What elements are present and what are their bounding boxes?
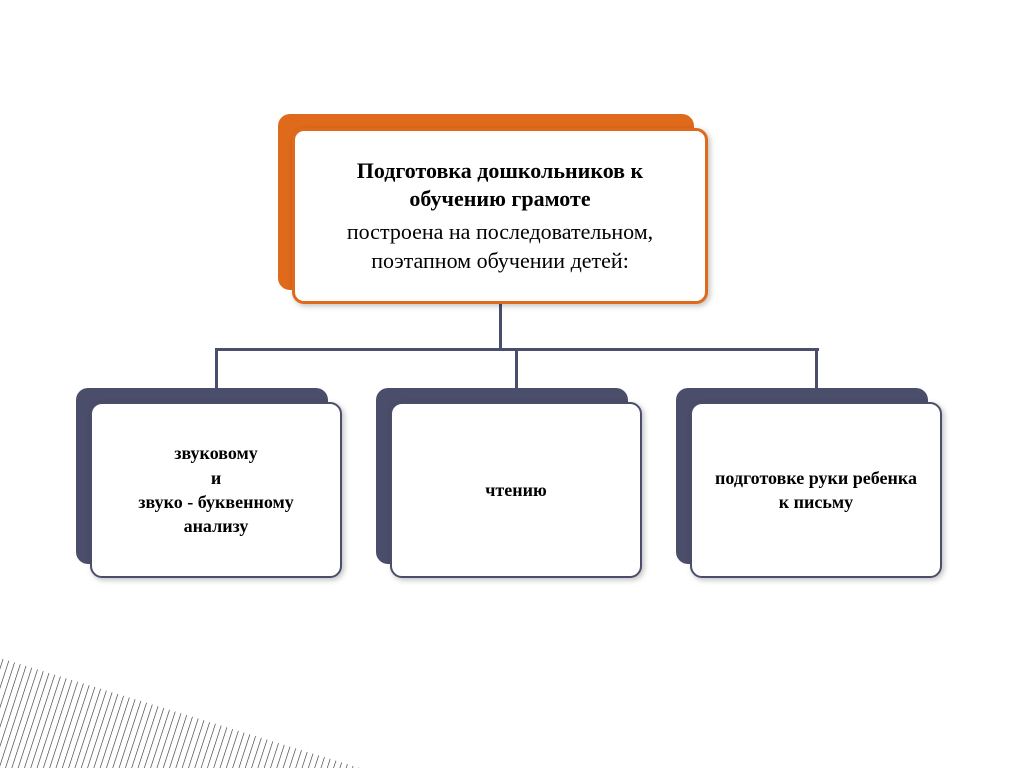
child-3-front: подготовке руки ребенка к письму (690, 402, 942, 578)
child-2-front: чтению (390, 402, 642, 578)
child-1-line-1: звуковому (174, 441, 258, 465)
root-front: Подготовка дошкольников к обучению грамо… (292, 128, 708, 304)
child-node-3: подготовке руки ребенка к письму (690, 402, 942, 578)
root-node: Подготовка дошкольников к обучению грамо… (292, 128, 708, 304)
corner-hatch-decoration (0, 648, 360, 768)
child-3-line-1: подготовке руки ребенка к письму (714, 466, 918, 515)
child-2-line-1: чтению (485, 478, 546, 502)
root-subtitle: построена на последовательном, поэтапном… (317, 218, 683, 275)
connector-trunk (499, 304, 502, 350)
child-node-2: чтению (390, 402, 642, 578)
child-1-line-3: звуко - буквенному анализу (106, 490, 326, 539)
child-node-1: звуковому и звуко - буквенному анализу (90, 402, 342, 578)
child-1-line-2: и (211, 466, 221, 490)
root-title: Подготовка дошкольников к обучению грамо… (317, 157, 683, 214)
child-1-front: звуковому и звуко - буквенному анализу (90, 402, 342, 578)
